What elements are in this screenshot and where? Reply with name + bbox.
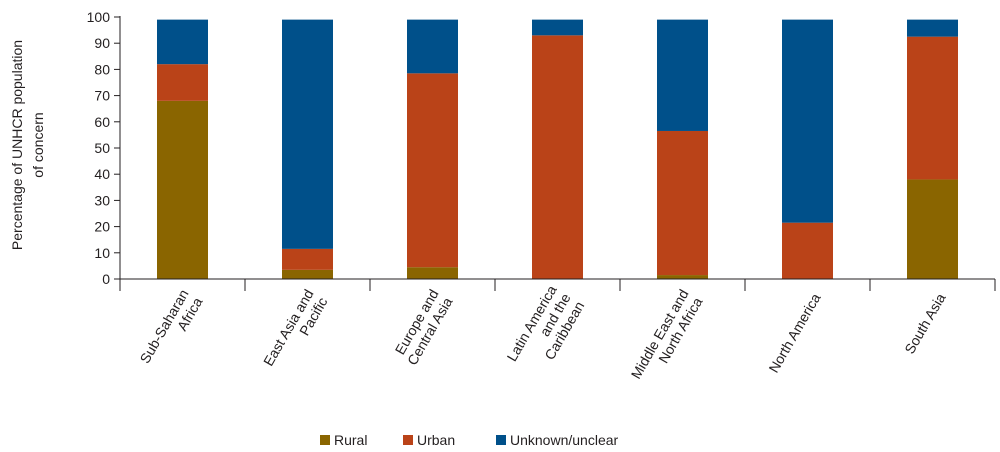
legend-label: Rural xyxy=(334,432,367,448)
bar-segment xyxy=(907,179,958,279)
bar-segment xyxy=(157,100,208,279)
y-axis-label-line: of concern xyxy=(30,112,46,177)
legend: Rural Urban Unknown/unclear xyxy=(320,432,619,448)
legend-label: Urban xyxy=(417,432,455,448)
legend-label: Unknown/unclear xyxy=(510,432,619,448)
x-category-label: Latin Americaand theCaribbean xyxy=(503,282,587,380)
x-category-label: Europe andCentral Asia xyxy=(390,286,456,368)
y-tick-label: 90 xyxy=(94,35,110,51)
bar-segment xyxy=(407,267,458,279)
bar-segment xyxy=(532,35,583,280)
x-category-label: Middle East andNorth Africa xyxy=(628,286,706,389)
y-tick-label: 20 xyxy=(94,219,110,235)
legend-swatch xyxy=(496,435,506,445)
y-tick-label: 30 xyxy=(94,192,110,208)
bar-segment xyxy=(282,269,333,279)
y-tick-label: 60 xyxy=(94,114,110,130)
y-tick-label: 10 xyxy=(94,245,110,261)
bar-segment xyxy=(407,19,458,74)
y-tick-label: 50 xyxy=(94,140,110,156)
x-category-label-line: North America xyxy=(765,290,823,375)
x-category-label: East Asia andPacific xyxy=(260,287,331,377)
y-tick-label: 70 xyxy=(94,88,110,104)
bars xyxy=(157,19,958,280)
y-tick-label: 40 xyxy=(94,166,110,182)
x-category-label: North America xyxy=(765,290,823,375)
x-axis: Sub-SaharanAfrica East Asia andPacific Eur… xyxy=(119,278,996,389)
legend-swatch xyxy=(403,435,413,445)
legend-swatch xyxy=(320,435,330,445)
bar-segment xyxy=(782,19,833,223)
x-category-label: South Asia xyxy=(901,290,948,356)
y-axis-label-line: Percentage of UNHCR population xyxy=(9,40,25,250)
bar-segment xyxy=(532,19,583,36)
bar-segment xyxy=(907,36,958,180)
bar-segment xyxy=(782,222,833,279)
bar-segment xyxy=(907,19,958,37)
y-tick-label: 80 xyxy=(94,61,110,77)
y-tick-label: 100 xyxy=(87,9,111,25)
y-tick-label: 0 xyxy=(102,271,110,287)
bar-segment xyxy=(282,248,333,270)
y-axis: 0 10 20 30 40 50 60 70 80 90 100 xyxy=(87,9,121,287)
x-category-label: Sub-SaharanAfrica xyxy=(137,286,206,374)
bar-segment xyxy=(657,275,708,279)
bar-segment xyxy=(157,19,208,65)
bar-segment xyxy=(657,19,708,131)
bar-segment xyxy=(157,64,208,101)
bar-segment xyxy=(282,19,333,249)
bar-segment xyxy=(657,130,708,276)
bar-segment xyxy=(407,73,458,268)
y-axis-label: Percentage of UNHCR population of concern xyxy=(9,40,46,250)
x-category-label-line: South Asia xyxy=(901,290,948,356)
